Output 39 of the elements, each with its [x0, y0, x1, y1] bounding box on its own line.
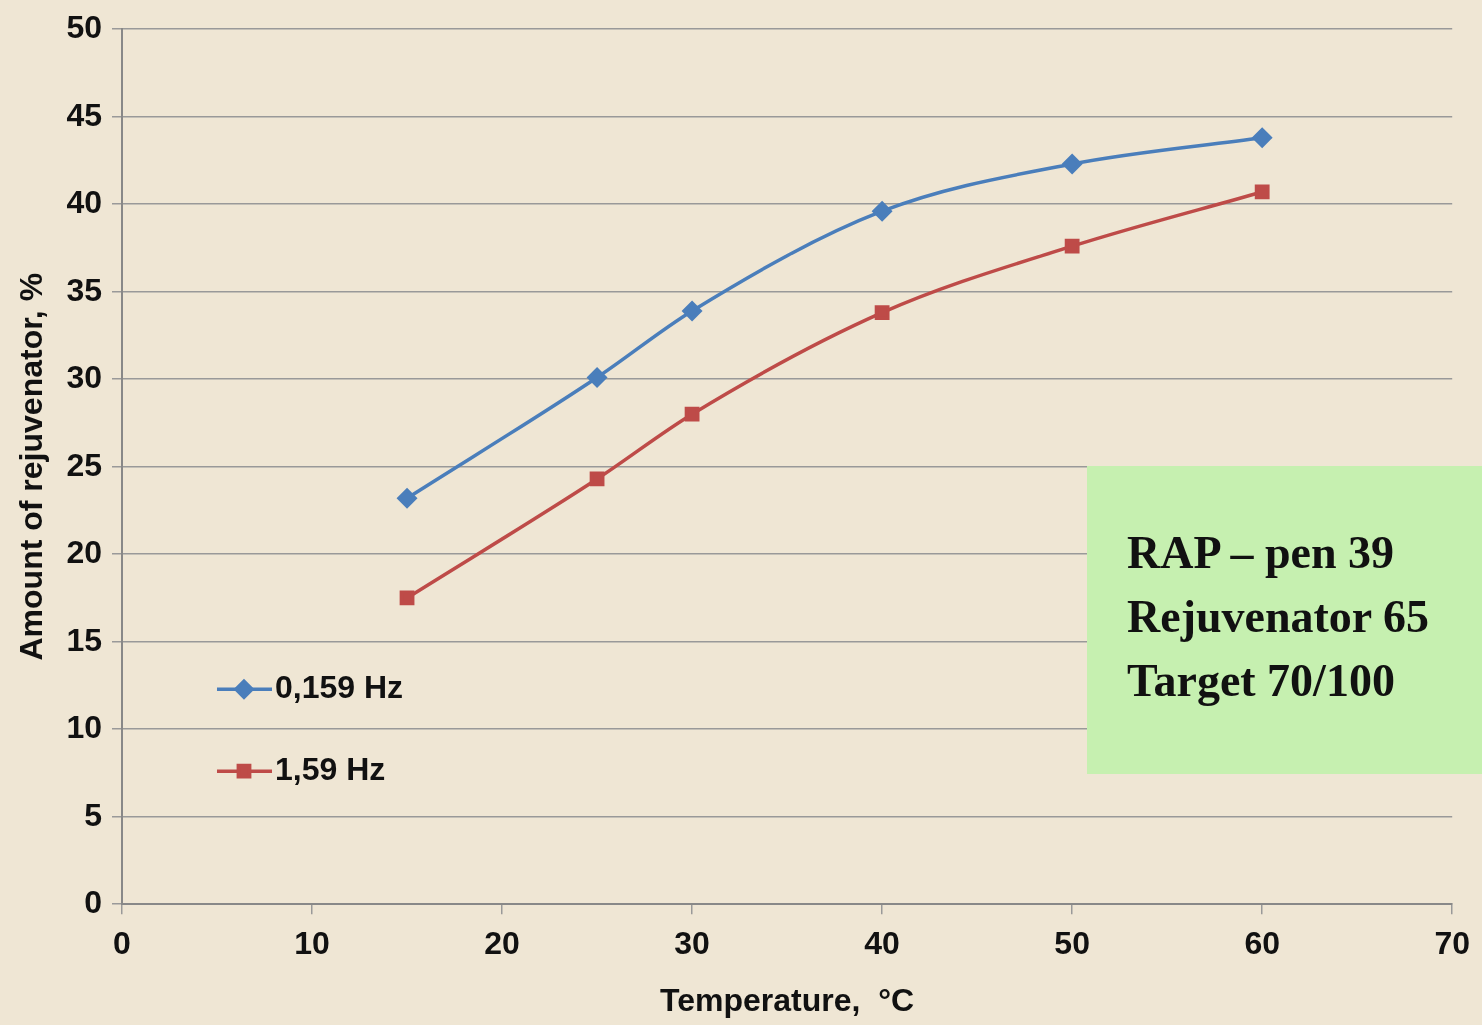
text-box: RAP – pen 39 Rejuvenator 65 Target 70/100	[1087, 466, 1482, 774]
annotation: RAP – pen 39	[1127, 526, 1396, 580]
point	[1252, 127, 1272, 148]
x-tick-label: 10	[294, 925, 330, 962]
x-tick-label: 70	[1434, 925, 1470, 962]
y-tick-label: 15	[66, 621, 102, 658]
y-tick-label: 10	[66, 709, 102, 746]
y-tick-label: 35	[66, 271, 102, 308]
y-tick-label: 45	[66, 96, 102, 133]
x-tick-label: 0	[113, 925, 131, 962]
x-tick-label: 40	[864, 925, 900, 962]
y-tick-label: 20	[66, 534, 102, 571]
point	[1254, 184, 1270, 200]
y-tick-label: 5	[84, 796, 102, 833]
x-tick-label: 30	[674, 925, 710, 962]
point	[1064, 238, 1080, 254]
point	[872, 201, 892, 221]
point	[684, 406, 700, 422]
x-tick-label: 60	[1244, 925, 1280, 962]
y-tick-label: 40	[66, 184, 102, 221]
point	[587, 367, 607, 388]
point	[1062, 154, 1082, 174]
point	[874, 305, 890, 321]
point	[399, 590, 415, 606]
y-tick-label: 0	[84, 884, 102, 921]
point	[589, 471, 605, 487]
point	[682, 301, 702, 321]
x-tick-label: 20	[484, 925, 520, 962]
y-tick-label: 50	[66, 9, 102, 46]
legend-label: 0,159 Hz	[274, 669, 404, 706]
y-tick-label: 30	[66, 359, 102, 396]
legend-label: 1,59 Hz	[274, 751, 386, 788]
x-axis-title: Temperature, °C	[660, 981, 915, 1018]
point	[397, 488, 417, 508]
y-tick-label: 25	[66, 446, 102, 483]
x-tick-label: 50	[1054, 925, 1090, 962]
annotation: Target 70/100	[1127, 654, 1396, 708]
annotation: Rejuvenator 65	[1127, 590, 1430, 644]
y-axis-title: Amount of rejuvenator, %	[13, 272, 50, 661]
